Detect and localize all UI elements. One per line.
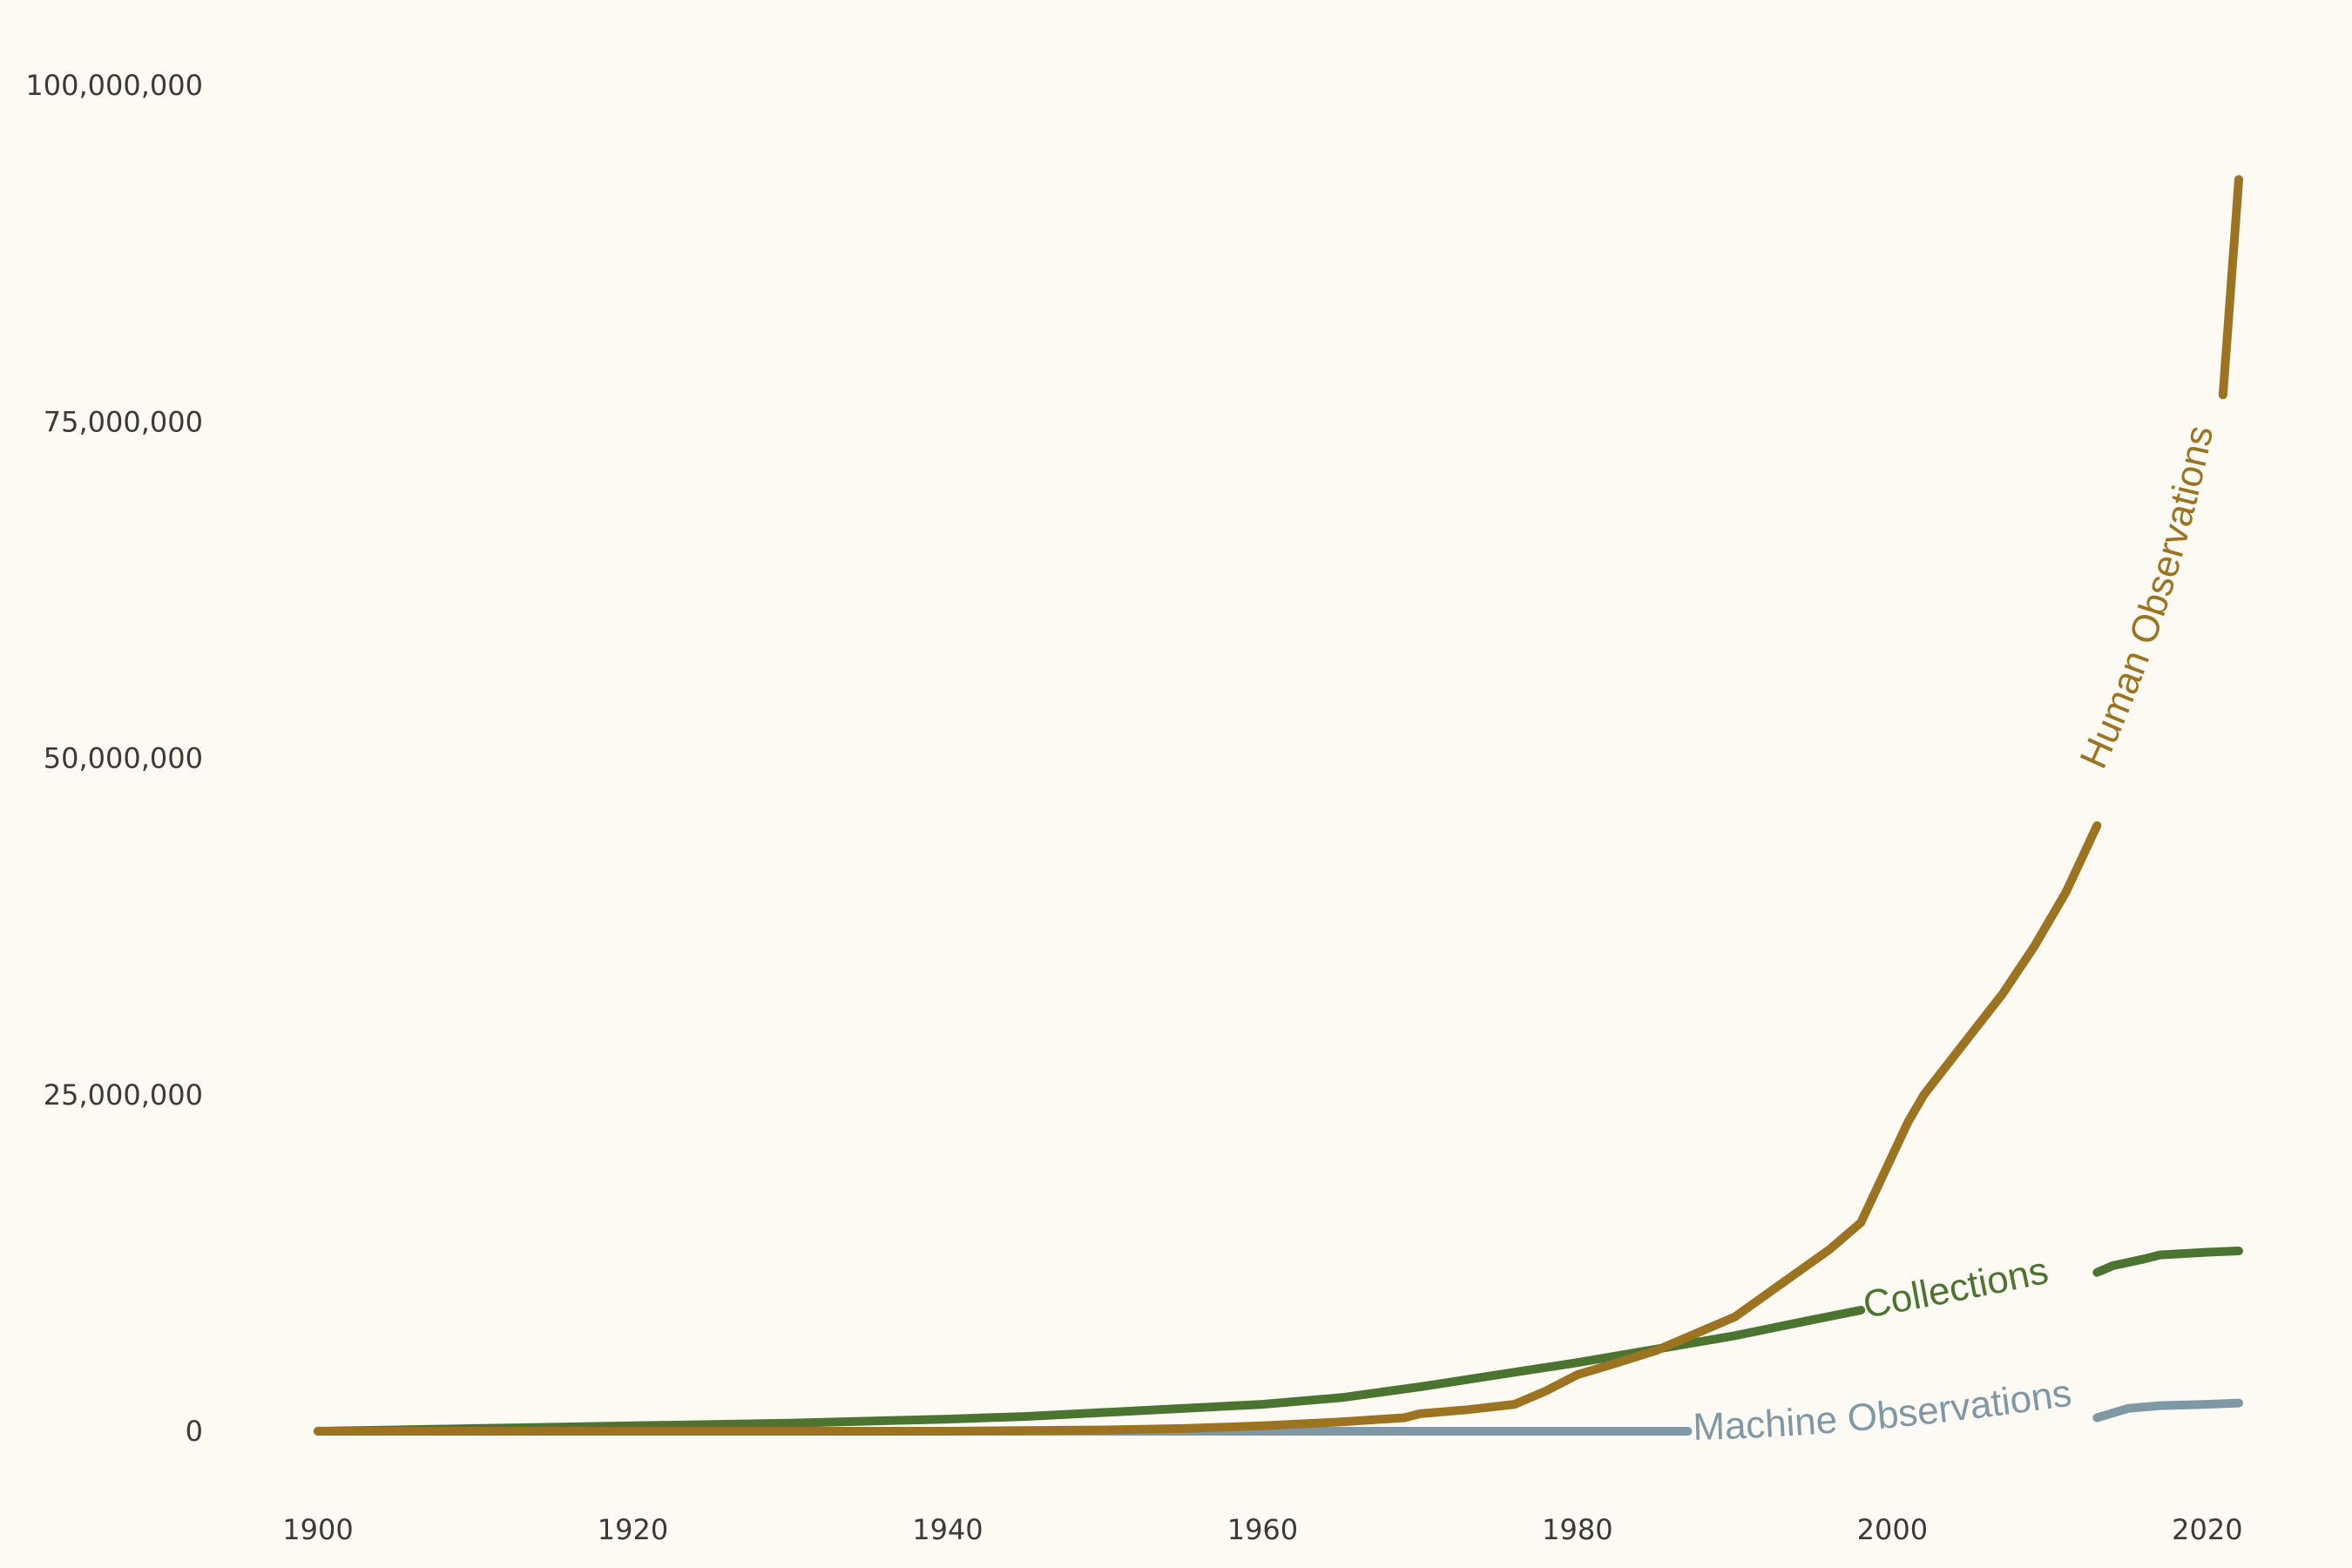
x-tick-label: 1960	[1227, 1513, 1298, 1546]
series-line-human-observations	[314, 821, 2102, 1436]
x-tick-label: 1980	[1542, 1513, 1612, 1546]
series-line-human-observations-end	[2218, 175, 2243, 400]
x-tick-label: 1920	[598, 1513, 668, 1546]
series-line-collections-end	[2092, 1247, 2243, 1277]
series-line-machine-observations-end	[2092, 1398, 2243, 1423]
series-label-collections: Collections	[1860, 1249, 2051, 1327]
y-tick-label: 50,000,000	[44, 742, 203, 775]
x-tick-label: 2000	[1857, 1513, 1928, 1546]
y-tick-label: 0	[186, 1415, 203, 1448]
series-label-machine-observations: Machine Observations	[1693, 1371, 2074, 1449]
x-tick-label: 1940	[912, 1513, 983, 1546]
x-axis: 1900 1920 1940 1960 1980 2000 2020	[282, 1513, 2242, 1546]
series-line-collections	[314, 1306, 1866, 1436]
x-tick-label: 2020	[2172, 1513, 2242, 1546]
y-tick-label: 25,000,000	[44, 1078, 203, 1112]
series-lines	[314, 175, 2243, 1436]
x-tick-label: 1900	[282, 1513, 353, 1546]
y-tick-label: 100,000,000	[25, 69, 203, 102]
y-tick-label: 75,000,000	[44, 405, 203, 438]
series-human-observations	[314, 175, 2243, 1436]
series-label-human-observations: Human Observations	[2072, 422, 2222, 774]
y-axis: 0 25,000,000 50,000,000 75,000,000 100,000,0…	[25, 69, 203, 1448]
